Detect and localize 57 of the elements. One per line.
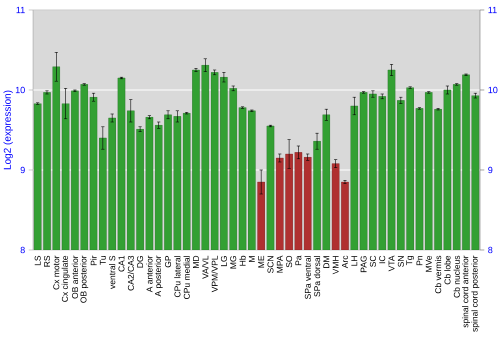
x-tick-label: CA1 xyxy=(118,256,124,272)
x-tick-label: PAG xyxy=(360,256,367,272)
x-tick-label: VMH xyxy=(332,256,339,274)
y2-tick-label: 8 xyxy=(488,246,492,254)
x-tick-label: DM xyxy=(323,256,330,268)
x-tick-label: Hb xyxy=(239,256,246,266)
x-tick-label: Pn xyxy=(416,256,422,266)
x-tick-label: SC xyxy=(370,256,376,267)
x-tick-label: Pir xyxy=(90,256,97,266)
y2-tick-label: 11 xyxy=(488,6,497,14)
x-tick-label: CPu medial xyxy=(184,256,190,299)
x-tick-label: Tg xyxy=(406,256,414,266)
x-tick-label: MVe xyxy=(426,256,432,272)
x-tick-label: Pa xyxy=(295,255,302,266)
x-tick-label: VTA xyxy=(388,255,394,272)
y-tick-label: 11 xyxy=(16,6,25,14)
x-tick-label: IC xyxy=(379,256,386,264)
x-tick-label: OB posterior xyxy=(80,256,88,303)
x-tick-label: LS xyxy=(34,256,41,266)
y-axis-title: Log2 (expression) xyxy=(3,90,13,170)
x-tick-label: Tu xyxy=(100,256,106,265)
x-tick-label: MD xyxy=(193,256,199,268)
x-tick-label: CA2/CA3 xyxy=(128,256,134,290)
x-tick-label: SPa ventral xyxy=(304,256,311,300)
x-tick-label: DG xyxy=(137,256,144,268)
x-tick-label: CPu lateral xyxy=(174,256,180,298)
y-tick-label: 10 xyxy=(16,86,25,94)
x-tick-label: SN xyxy=(398,256,404,267)
x-tick-label: M xyxy=(248,256,255,262)
x-tick-label: OB anterior xyxy=(72,256,78,299)
x-tick-label: Cb vermis xyxy=(434,256,442,294)
x-tick-label: SCN xyxy=(267,256,274,274)
x-tick-label: spinal cord anterior xyxy=(462,256,470,328)
x-tick-label: LG xyxy=(220,256,227,266)
x-tick-label: Cb lobe xyxy=(444,256,451,284)
x-tick-label: MPA xyxy=(276,255,283,273)
x-tick-label: ME xyxy=(258,256,264,268)
y2-tick-label: 10 xyxy=(488,86,498,94)
x-tick-label: GP xyxy=(165,256,172,268)
x-tick-label: A anterior xyxy=(146,256,153,292)
x-tick-label: SO xyxy=(286,256,292,268)
x-tick-label: LH xyxy=(351,256,358,266)
y-tick-label: 8 xyxy=(20,246,25,254)
x-tick-label: SPa dorsal xyxy=(314,256,320,297)
x-tick-label: Cx cingulate xyxy=(62,256,70,302)
y2-tick-label: 9 xyxy=(488,166,492,174)
x-tick-label: MG xyxy=(230,256,236,268)
x-tick-label: VPM/VPL xyxy=(211,256,218,292)
x-tick-label: RS xyxy=(44,256,50,267)
x-tick-label: VA/VL xyxy=(202,256,208,279)
x-tick-label: ventral S xyxy=(109,256,116,289)
x-tick-label: Cb nucleus xyxy=(454,256,460,298)
x-tick-label: Arc xyxy=(342,256,348,268)
x-tick-label: A posterior xyxy=(154,256,163,297)
x-tick-label: spinal cord posterior xyxy=(471,256,480,332)
x-tick-label: Cx motor xyxy=(53,256,60,290)
y-tick-label: 9 xyxy=(20,166,25,174)
